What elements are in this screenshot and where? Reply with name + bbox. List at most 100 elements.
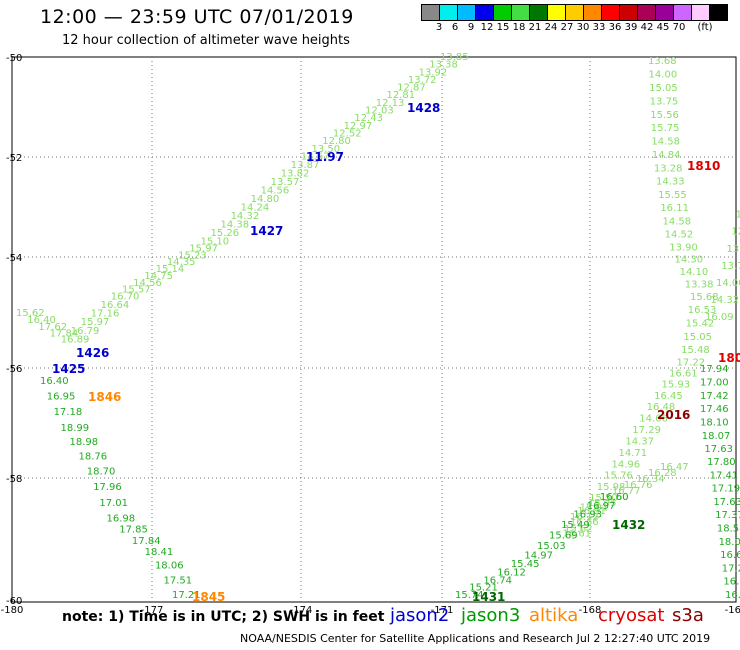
swh-value: 14.97 xyxy=(524,551,553,562)
swh-value: 15.95 xyxy=(588,498,617,509)
swh-value: 15.62 xyxy=(564,524,593,535)
swh-value: 14.35 xyxy=(167,257,196,268)
satellite-cryosat: cryosat xyxy=(598,605,665,626)
lon-label: -168 xyxy=(579,605,602,616)
swh-value: 16.81 xyxy=(577,506,606,517)
swh-value: 15.14 xyxy=(156,264,185,275)
swh-value: 15.62 xyxy=(16,308,45,319)
lon-label: -165 xyxy=(725,605,740,616)
swh-value: 15.21 xyxy=(469,583,498,594)
legend-label: 27 xyxy=(560,22,574,33)
swh-value: 18.70 xyxy=(87,466,116,477)
swh-value: 14.58 xyxy=(662,216,691,227)
swh-value: 15.05 xyxy=(649,83,678,94)
swh-value: 14.32 xyxy=(711,295,740,306)
swh-value: 16.61 xyxy=(669,368,698,379)
swh-value: 18.10 xyxy=(700,418,729,429)
swh-value: 18.07 xyxy=(702,431,731,442)
swh-value: 16.11 xyxy=(660,203,689,214)
legend-label: 9 xyxy=(467,22,475,33)
satellite-s3a: s3a xyxy=(672,605,704,626)
swh-value: 14.00 xyxy=(716,278,740,289)
legend-label: 39 xyxy=(624,22,638,33)
swh-value: 17.85 xyxy=(119,525,148,536)
swh-value: 17.19 xyxy=(712,484,740,495)
swh-value: 16.93 xyxy=(573,510,602,521)
swh-value: 18.00 xyxy=(719,537,740,548)
lon-label: -177 xyxy=(141,605,164,616)
swh-value: 14.71 xyxy=(618,448,647,459)
swh-value: 15.57 xyxy=(122,285,151,296)
swh-value: 16.09 xyxy=(705,312,734,323)
pass-label: 1428 xyxy=(407,101,440,115)
lat-label: -56 xyxy=(6,364,22,375)
pass-label: 1425 xyxy=(52,362,85,376)
swh-value: 14.33 xyxy=(656,177,685,188)
swh-value: 13.38 xyxy=(429,60,458,71)
satellite-altika: altika xyxy=(529,605,579,626)
credit-line: NOAA/NESDIS Center for Satellite Applica… xyxy=(240,632,711,645)
swh-value: 15.56 xyxy=(650,110,679,121)
legend-labels: 3 6 9 12 15 18 21 24 27 30 33 36 39 42 45 70 (ft) xyxy=(422,21,728,35)
swh-value: 14.00 xyxy=(649,69,678,80)
swh-value: 17.18 xyxy=(54,407,83,418)
swh-value: 13.90 xyxy=(669,242,698,253)
legend-label: 45 xyxy=(656,22,670,33)
pass-label: 2016 xyxy=(657,408,690,422)
swh-value: 14.84 xyxy=(652,150,681,161)
pass-label: 1845 xyxy=(192,590,225,604)
swh-value: 12.43 xyxy=(354,113,383,124)
swh-value: 15.97 xyxy=(81,317,110,328)
swh-value: 16.12 xyxy=(570,512,599,523)
swh-value: 12.03 xyxy=(365,106,394,117)
legend-label: 33 xyxy=(592,22,606,33)
swh-value: 15.98 xyxy=(597,482,626,493)
swh-value: 17.01 xyxy=(99,498,128,509)
legend-swatches xyxy=(421,4,728,21)
swh-value: 16.98 xyxy=(106,513,135,524)
lat-label: -50 xyxy=(6,53,22,64)
swh-value: 16.77 xyxy=(612,486,641,497)
swh-value: 17.63 xyxy=(713,497,740,508)
swh-value: 15.48 xyxy=(681,345,710,356)
swh-value: 15.76 xyxy=(604,471,633,482)
swh-value: 16.76 xyxy=(624,480,653,491)
swh-value: 14.80 xyxy=(251,194,280,205)
swh-value: 13.85 xyxy=(440,52,469,63)
legend-label: 24 xyxy=(544,22,558,33)
swh-value: 16.40 xyxy=(40,376,69,387)
swh-value: 17.84 xyxy=(50,329,79,340)
pass-label: 1432 xyxy=(612,518,645,532)
swh-value: 17.22 xyxy=(676,357,705,368)
swh-value: 16.66 xyxy=(570,517,599,528)
swh-value: 12.80 xyxy=(322,136,351,147)
swh-value: 18.41 xyxy=(145,547,174,558)
plot-frame xyxy=(11,56,737,603)
swh-value: 17.80 xyxy=(707,457,736,468)
lat-label: -52 xyxy=(6,153,22,164)
swh-value: 16.60 xyxy=(600,492,629,503)
satellite-jason2: jason2 xyxy=(390,605,450,626)
swh-value: 12.13 xyxy=(376,98,405,109)
swh-value: 17.62 xyxy=(38,322,67,333)
swh-value: 12.39 xyxy=(731,227,740,238)
swh-value: 15.97 xyxy=(189,244,218,255)
swh-value: 15.03 xyxy=(537,541,566,552)
swh-value: 14.75 xyxy=(144,271,173,282)
swh-value: 17.41 xyxy=(710,470,739,481)
swh-value: 16.50 xyxy=(725,590,740,601)
swh-value: 13.71 xyxy=(721,261,740,272)
swh-value: 15.23 xyxy=(178,250,207,261)
swh-value: 16.61 xyxy=(562,528,591,539)
altimeter-tracks: 15.6216.4017.6217.8416.8916.7915.9717.16… xyxy=(16,52,740,601)
swh-value: 13.57 xyxy=(271,177,300,188)
swh-value: 18.98 xyxy=(69,437,98,448)
swh-value: 13.72 xyxy=(408,75,437,86)
pass-label: 180 xyxy=(718,351,740,365)
swh-value: 13.50 xyxy=(312,144,341,155)
swh-value: 16.95 xyxy=(47,392,76,403)
swh-value: 13.67 xyxy=(301,151,330,162)
swh-value: 15.49 xyxy=(561,520,590,531)
grid-lines xyxy=(12,57,736,602)
